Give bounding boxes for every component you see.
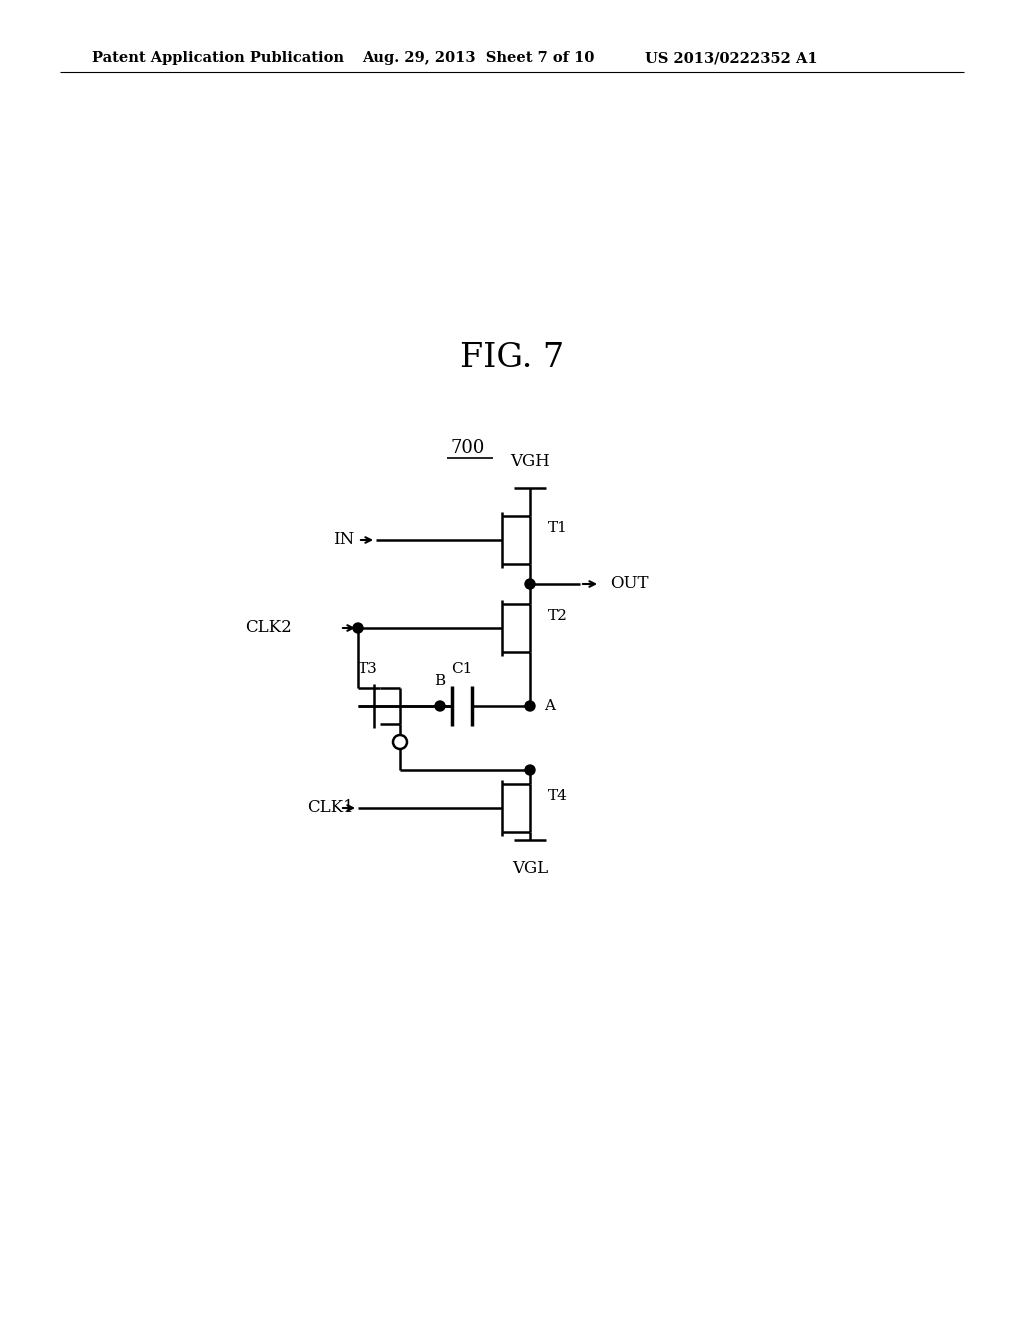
Text: CLK2: CLK2	[246, 619, 292, 636]
Circle shape	[435, 701, 445, 711]
Text: FIG. 7: FIG. 7	[460, 342, 564, 374]
Text: T4: T4	[548, 789, 568, 803]
Text: T2: T2	[548, 609, 568, 623]
Text: A: A	[544, 700, 555, 713]
Text: C1: C1	[452, 663, 473, 676]
Text: 700: 700	[451, 440, 485, 457]
Circle shape	[525, 701, 535, 711]
Text: Patent Application Publication: Patent Application Publication	[92, 51, 344, 65]
Text: VGH: VGH	[510, 453, 550, 470]
Text: VGL: VGL	[512, 861, 548, 876]
Text: OUT: OUT	[610, 576, 648, 593]
Text: CLK1: CLK1	[307, 800, 354, 817]
Text: US 2013/0222352 A1: US 2013/0222352 A1	[645, 51, 817, 65]
Circle shape	[525, 766, 535, 775]
Text: T1: T1	[548, 521, 568, 535]
Text: T3: T3	[358, 663, 378, 676]
Circle shape	[525, 579, 535, 589]
Text: Aug. 29, 2013  Sheet 7 of 10: Aug. 29, 2013 Sheet 7 of 10	[362, 51, 594, 65]
Circle shape	[353, 623, 362, 634]
Text: IN: IN	[333, 532, 354, 549]
Circle shape	[393, 735, 407, 748]
Text: B: B	[434, 675, 445, 688]
